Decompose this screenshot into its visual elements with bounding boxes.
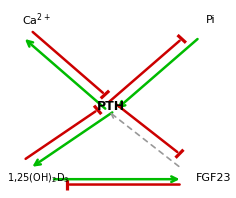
Text: PTH: PTH xyxy=(97,100,125,113)
Text: FGF23: FGF23 xyxy=(196,173,231,183)
Text: Pi: Pi xyxy=(206,15,216,25)
Text: 1,25(OH)$_2$D$_3$: 1,25(OH)$_2$D$_3$ xyxy=(7,171,69,185)
Text: Ca$^{2+}$: Ca$^{2+}$ xyxy=(22,11,51,28)
